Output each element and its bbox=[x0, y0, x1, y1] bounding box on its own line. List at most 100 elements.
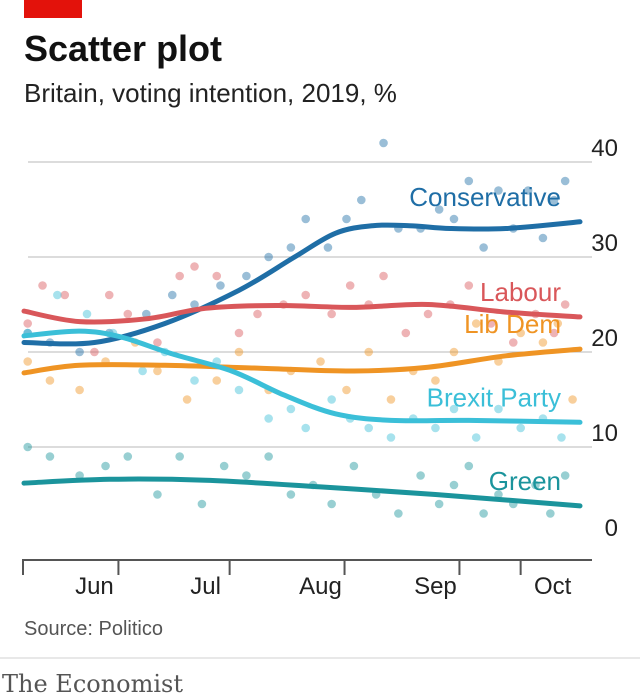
data-point-lib-dem bbox=[386, 395, 396, 404]
data-point-brexit-party bbox=[449, 404, 459, 414]
data-point-labour bbox=[60, 290, 70, 300]
data-point-green bbox=[560, 471, 570, 480]
data-point-labour bbox=[38, 281, 47, 290]
data-point-brexit-party bbox=[516, 423, 525, 433]
data-point-green bbox=[327, 499, 336, 509]
data-point-conservative bbox=[560, 176, 570, 186]
data-point-brexit-party bbox=[364, 423, 374, 433]
data-point-lib-dem bbox=[342, 385, 351, 395]
data-point-green bbox=[197, 499, 207, 509]
data-point-lib-dem bbox=[449, 347, 459, 357]
data-point-green bbox=[75, 471, 84, 480]
trend-line-conservative bbox=[21, 219, 583, 347]
data-point-conservative bbox=[242, 271, 251, 281]
data-point-lib-dem bbox=[153, 366, 162, 376]
data-point-brexit-party bbox=[190, 376, 199, 385]
data-point-brexit-party bbox=[494, 404, 503, 414]
trend-lines bbox=[21, 219, 583, 509]
brand-accent-bar bbox=[24, 0, 82, 18]
data-point-green bbox=[464, 461, 474, 471]
data-point-brexit-party bbox=[264, 414, 273, 423]
data-point-conservative bbox=[449, 214, 459, 224]
data-point-brexit-party bbox=[431, 423, 440, 433]
data-point-green bbox=[101, 461, 110, 471]
chart-subtitle: Britain, voting intention, 2019, % bbox=[24, 78, 397, 108]
grid: 0 10 20 30 40 bbox=[28, 135, 618, 542]
x-tick-label: Sep bbox=[414, 573, 457, 600]
data-point-conservative bbox=[379, 138, 388, 148]
series-label-labour: Labour bbox=[480, 277, 561, 307]
data-point-lib-dem bbox=[45, 376, 55, 385]
data-point-green bbox=[449, 480, 459, 490]
data-point-green bbox=[416, 471, 425, 480]
data-point-lib-dem bbox=[471, 319, 481, 328]
data-point-conservative bbox=[464, 176, 474, 186]
data-point-labour bbox=[508, 338, 518, 347]
data-point-brexit-party bbox=[82, 309, 92, 319]
data-point-lib-dem bbox=[75, 385, 84, 395]
data-point-lib-dem bbox=[568, 395, 577, 404]
data-point-labour bbox=[379, 271, 388, 281]
data-point-lib-dem bbox=[431, 376, 440, 385]
data-point-brexit-party bbox=[138, 366, 147, 376]
brand-logo-text: The Economist bbox=[2, 670, 183, 697]
data-point-conservative bbox=[479, 243, 488, 252]
data-point-labour bbox=[327, 309, 336, 319]
data-point-green bbox=[349, 461, 359, 471]
data-point-green bbox=[242, 471, 251, 480]
data-point-conservative bbox=[494, 186, 503, 195]
data-point-labour bbox=[464, 281, 474, 290]
data-point-labour bbox=[345, 281, 355, 290]
data-point-brexit-party bbox=[301, 423, 311, 433]
series-label-conservative: Conservative bbox=[409, 182, 561, 212]
data-point-green bbox=[531, 480, 540, 490]
data-point-brexit-party bbox=[53, 290, 62, 300]
data-point-green bbox=[23, 442, 33, 452]
data-point-green bbox=[286, 490, 296, 499]
data-point-green bbox=[494, 490, 503, 499]
trend-line-brexit-party bbox=[21, 328, 583, 425]
data-point-labour bbox=[104, 290, 114, 300]
data-point-green bbox=[394, 509, 403, 518]
data-point-lib-dem bbox=[234, 347, 244, 357]
data-point-labour bbox=[190, 262, 199, 271]
x-tick-label: Jul bbox=[190, 573, 221, 600]
data-point-green bbox=[153, 490, 162, 499]
data-point-conservative bbox=[357, 195, 366, 205]
source-note: Source: Politico bbox=[24, 618, 163, 640]
y-tick-label: 20 bbox=[591, 325, 618, 352]
series-label-brexit-party: Brexit Party bbox=[427, 382, 561, 412]
data-point-lib-dem bbox=[538, 338, 548, 347]
data-point-lib-dem bbox=[23, 357, 33, 366]
chart-title: Scatter plot bbox=[24, 28, 222, 69]
trend-line-labour bbox=[21, 301, 583, 325]
data-point-green bbox=[123, 452, 133, 461]
data-point-green bbox=[45, 452, 55, 461]
x-axis: Jun Jul Aug Sep Oct bbox=[22, 559, 592, 600]
data-point-lib-dem bbox=[553, 319, 563, 328]
data-point-brexit-party bbox=[327, 395, 336, 404]
data-point-labour bbox=[90, 347, 99, 357]
x-tick-label: Aug bbox=[299, 573, 342, 600]
data-point-lib-dem bbox=[182, 395, 192, 404]
trend-line-green bbox=[21, 476, 583, 509]
series-label-lib-dem: Lib Dem bbox=[464, 309, 561, 339]
data-point-labour bbox=[301, 290, 311, 300]
data-point-conservative bbox=[549, 195, 559, 205]
data-point-labour bbox=[560, 300, 570, 309]
data-point-labour bbox=[423, 309, 433, 319]
data-point-lib-dem bbox=[516, 328, 525, 338]
data-point-lib-dem bbox=[316, 357, 325, 366]
series-label-green: Green bbox=[489, 466, 561, 496]
y-tick-label: 30 bbox=[591, 230, 618, 257]
data-point-labour bbox=[401, 328, 411, 338]
data-point-green bbox=[219, 461, 229, 471]
data-point-lib-dem bbox=[364, 347, 374, 357]
data-point-labour bbox=[23, 319, 33, 328]
data-point-labour bbox=[253, 309, 262, 319]
data-point-conservative bbox=[323, 243, 333, 252]
y-tick-label: 0 bbox=[605, 515, 618, 542]
trend-line-lib-dem bbox=[21, 346, 583, 376]
